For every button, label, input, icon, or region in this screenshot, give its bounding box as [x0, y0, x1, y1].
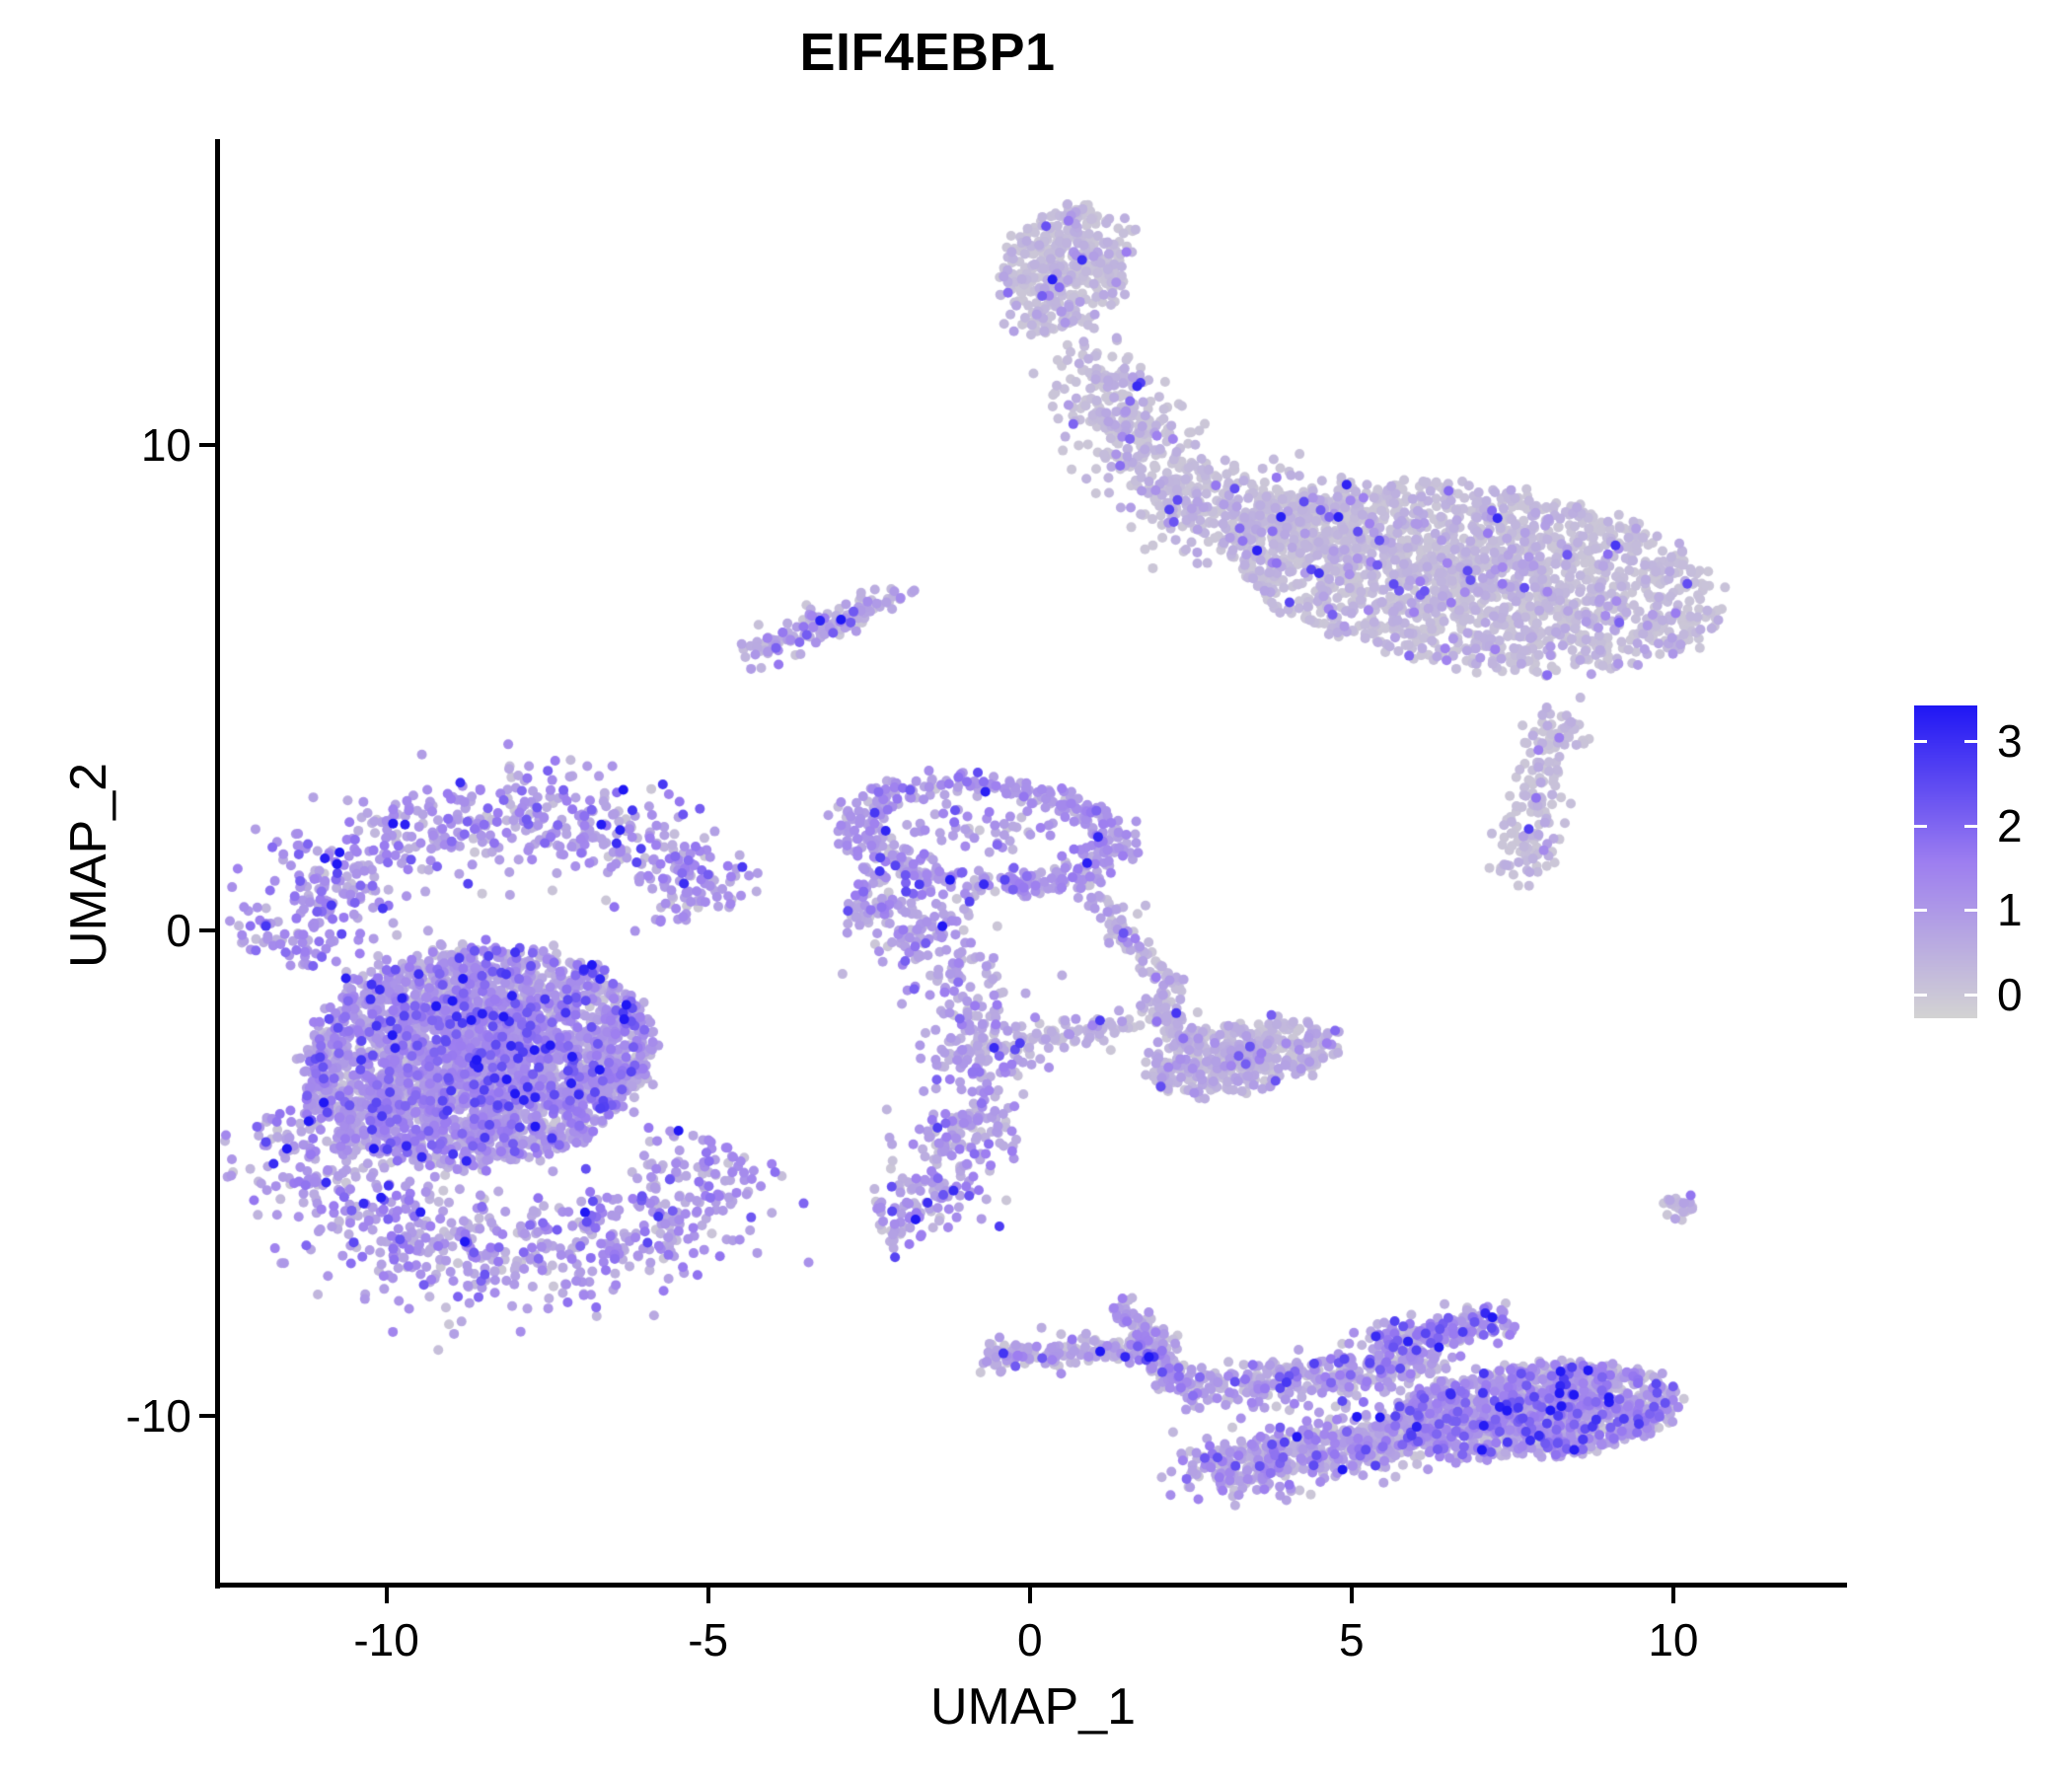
x-tick-label: -5	[688, 1614, 729, 1665]
y-tick-label: 0	[166, 904, 191, 956]
x-tick-mark	[1349, 1588, 1354, 1603]
scatter-points-canvas	[219, 139, 1847, 1586]
x-tick-mark	[705, 1588, 710, 1603]
colorbar-tick-label: 3	[1997, 714, 2023, 767]
colorbar-tick-label: 0	[1997, 969, 2023, 1020]
x-tick-mark	[1670, 1588, 1675, 1603]
x-tick-label: -10	[353, 1614, 419, 1665]
x-axis-line	[215, 1583, 1847, 1588]
y-tick-mark	[199, 927, 215, 932]
y-tick-mark	[199, 1413, 215, 1418]
plot-panel	[219, 139, 1847, 1586]
y-axis-line	[215, 139, 220, 1589]
y-tick-label: -10	[125, 1389, 191, 1442]
x-tick-mark	[384, 1588, 389, 1603]
x-tick-label: 0	[1016, 1614, 1043, 1665]
y-axis-label: UMAP_2	[60, 762, 117, 969]
page-title: EIF4EBP1	[799, 23, 1056, 82]
x-tick-label: 10	[1648, 1614, 1699, 1665]
colorbar-tick-label: 1	[1997, 884, 2023, 936]
x-tick-mark	[1027, 1588, 1032, 1603]
colorbar-legend: 3 2 1 0	[1914, 705, 2052, 1021]
x-tick-label: 5	[1339, 1614, 1365, 1665]
y-tick-mark	[199, 442, 215, 447]
colorbar-gradient	[1914, 705, 1977, 1018]
y-tick-label: 10	[140, 418, 191, 471]
colorbar-tick-label: 2	[1997, 799, 2023, 851]
x-axis-label: UMAP_1	[929, 1678, 1137, 1736]
